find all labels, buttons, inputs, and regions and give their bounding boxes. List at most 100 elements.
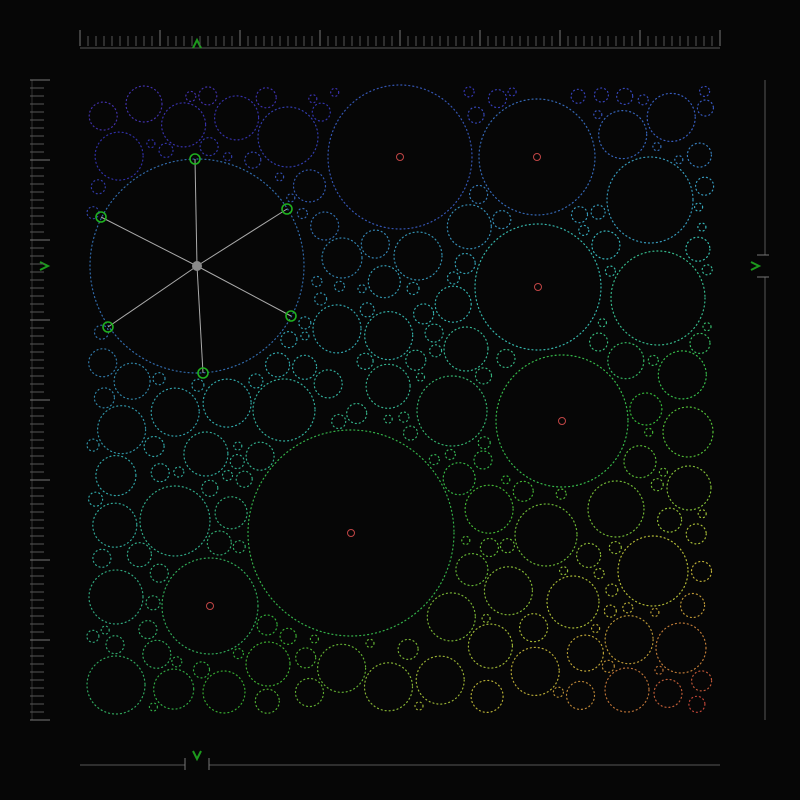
packed-circle <box>647 354 659 366</box>
packed-circle <box>446 271 460 285</box>
packed-circle <box>214 95 260 141</box>
packed-circle <box>650 478 664 492</box>
packed-circle <box>616 87 634 106</box>
packed-circle <box>688 695 706 713</box>
packed-circle <box>514 503 578 567</box>
packed-circle <box>280 331 298 349</box>
packed-circle <box>467 106 485 124</box>
packed-circle <box>232 647 244 660</box>
packed-circle <box>90 179 106 195</box>
packed-circle <box>96 405 147 455</box>
packed-circle <box>255 87 277 109</box>
packed-circle <box>330 87 340 98</box>
packed-circle <box>590 204 606 220</box>
packed-circle <box>367 265 401 299</box>
packed-circle <box>483 566 533 616</box>
circle-center[interactable] <box>347 529 355 537</box>
bottom-marker[interactable] <box>192 750 202 762</box>
packed-circle <box>244 151 262 169</box>
packed-circle <box>360 229 390 259</box>
radius-handle[interactable] <box>197 367 209 379</box>
packed-circle <box>442 462 476 496</box>
radius-handle[interactable] <box>95 211 107 223</box>
packed-circle <box>308 94 318 104</box>
circle-center[interactable] <box>533 153 541 161</box>
packed-circle <box>309 634 319 644</box>
packed-circle <box>510 646 560 697</box>
packed-circle <box>606 156 694 244</box>
packed-circle <box>161 102 207 148</box>
packed-circle <box>86 655 146 715</box>
packed-circle <box>546 575 600 629</box>
radius-handle[interactable] <box>189 153 201 165</box>
packed-circle <box>662 406 714 458</box>
circle-packing <box>86 84 715 715</box>
packed-circle <box>245 641 291 687</box>
packed-circle <box>604 615 654 665</box>
packed-circle <box>86 438 100 452</box>
left-marker[interactable] <box>39 261 51 271</box>
packed-circle <box>149 563 169 583</box>
packed-circle <box>333 280 346 292</box>
packed-circle <box>461 535 471 546</box>
packed-circle <box>588 332 609 352</box>
packed-circle <box>300 331 310 341</box>
packed-circle <box>405 349 427 371</box>
packed-circle <box>655 622 707 674</box>
right-marker[interactable] <box>750 261 762 271</box>
packed-circle <box>593 87 610 103</box>
radius-handle[interactable] <box>285 310 297 322</box>
packed-circle <box>570 88 586 104</box>
circle-center[interactable] <box>396 153 404 161</box>
packed-circle <box>139 485 211 557</box>
circle-center[interactable] <box>558 417 566 425</box>
packed-circle <box>701 264 713 276</box>
packed-circle <box>501 475 511 485</box>
packed-circle <box>229 454 245 470</box>
packed-circle <box>88 101 118 131</box>
packed-circle <box>145 595 161 611</box>
packed-circle <box>473 450 493 470</box>
packed-circle <box>202 378 252 428</box>
packed-circle <box>702 322 712 332</box>
packed-circle <box>397 638 419 661</box>
packed-circle <box>644 427 654 437</box>
packed-circle <box>566 634 605 672</box>
packed-circle <box>233 441 243 451</box>
packed-circle <box>414 701 424 711</box>
center-handle[interactable] <box>192 261 202 271</box>
radius-handle[interactable] <box>281 203 293 215</box>
packed-circle <box>637 94 649 106</box>
packed-circle <box>86 629 100 643</box>
packed-circle <box>153 668 195 710</box>
packed-circle <box>570 206 589 224</box>
packed-circle <box>477 436 491 450</box>
packed-circle <box>434 285 472 323</box>
packed-circle <box>359 302 375 318</box>
packed-circle <box>93 387 116 409</box>
packed-circle <box>496 348 516 369</box>
packed-circle <box>198 86 218 106</box>
radius-handle[interactable] <box>102 321 114 333</box>
packed-circle <box>92 502 138 548</box>
packed-circle <box>415 655 465 705</box>
packed-circle <box>656 507 683 533</box>
packed-circle <box>674 155 684 165</box>
packed-circle <box>158 142 174 158</box>
packed-circle <box>113 362 151 400</box>
packed-circle <box>416 375 488 447</box>
packed-circle <box>685 236 711 262</box>
packed-circle <box>185 90 197 103</box>
packed-circle <box>245 441 275 471</box>
packed-circle <box>689 332 711 354</box>
packed-circle <box>469 184 489 204</box>
packed-circle <box>292 169 327 203</box>
packed-circle <box>317 643 367 693</box>
packed-circle <box>467 623 513 669</box>
circle-center[interactable] <box>206 602 214 610</box>
spoke <box>196 208 288 267</box>
packed-circle <box>87 491 104 507</box>
circle-center[interactable] <box>534 283 542 291</box>
packed-circle <box>406 281 420 296</box>
